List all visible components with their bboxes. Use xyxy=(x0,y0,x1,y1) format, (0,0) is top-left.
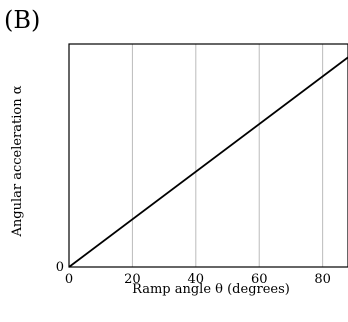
x-tick-label-0: 0 xyxy=(65,272,73,287)
panel-label: (B) xyxy=(4,6,40,34)
y-axis-ticks: 0 xyxy=(56,260,64,275)
x-tick-label-20: 20 xyxy=(124,272,141,287)
grid-lines xyxy=(131,44,324,267)
y-tick-label-0: 0 xyxy=(56,260,64,275)
y-axis-label: Angular acceleration α xyxy=(10,85,25,237)
x-axis-ticks: 0 20 40 60 80 xyxy=(65,272,331,287)
x-axis-label: Ramp angle θ (degrees) xyxy=(132,282,290,297)
x-tick-label-80: 80 xyxy=(314,272,331,287)
x-tick-label-60: 60 xyxy=(251,272,268,287)
plot-frame xyxy=(68,43,348,268)
series-layer xyxy=(68,56,348,268)
x-tick-label-40: 40 xyxy=(188,272,205,287)
series-line-0 xyxy=(68,56,348,268)
